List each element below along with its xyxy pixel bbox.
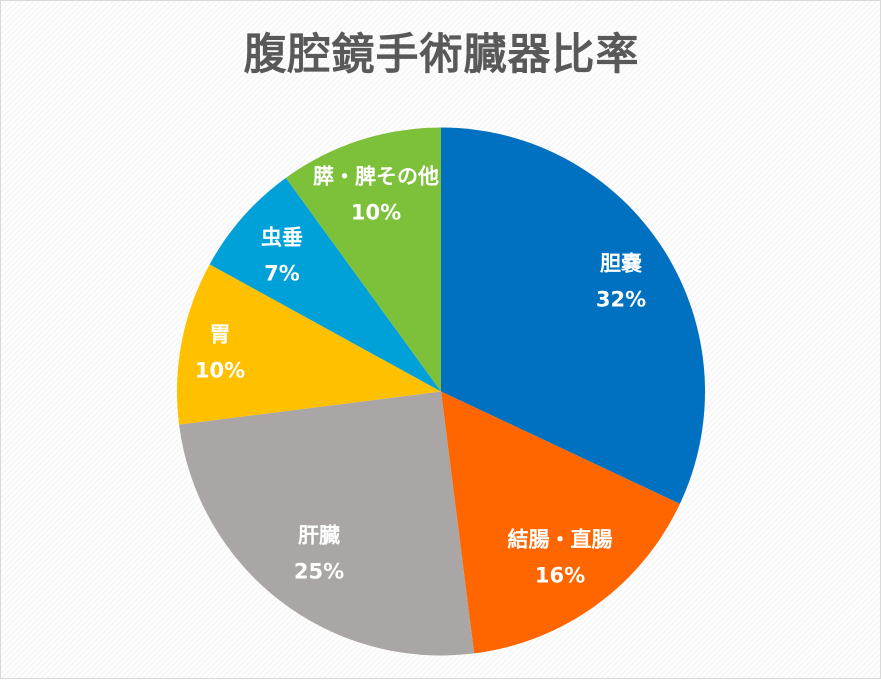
slice-stomach	[177, 264, 441, 425]
label-category: 肝臓	[297, 523, 340, 548]
label-category: 胆嚢	[599, 251, 642, 276]
label-percent: 32%	[595, 287, 647, 312]
label-category: 膵・脾その他	[313, 164, 439, 189]
slice-liver	[179, 391, 475, 656]
label-percent: 7%	[264, 261, 300, 286]
slice-appendix	[209, 177, 441, 392]
data-label-liver: 肝臓 25%	[293, 523, 345, 584]
slice-colon-rectum	[441, 391, 680, 654]
slice-pancreas-spleen-other	[285, 127, 441, 392]
label-category: 結腸・直腸	[507, 527, 613, 552]
label-category: 虫垂	[261, 225, 303, 250]
data-label-stomach: 胃 10%	[194, 322, 246, 383]
data-label-gallbladder: 胆嚢 32%	[595, 251, 647, 312]
data-label-pancreas-spleen-other: 膵・脾その他 10%	[313, 164, 439, 225]
label-percent: 16%	[534, 563, 586, 588]
slice-gallbladder	[441, 127, 705, 504]
label-percent: 10%	[194, 358, 246, 383]
data-label-colon-rectum: 結腸・直腸 16%	[507, 527, 613, 588]
data-label-appendix: 虫垂 7%	[261, 225, 303, 286]
label-percent: 25%	[293, 559, 345, 584]
label-percent: 10%	[350, 200, 402, 225]
label-category: 胃	[209, 322, 231, 347]
chart-title: 腹腔鏡手術臓器比率	[243, 30, 640, 80]
